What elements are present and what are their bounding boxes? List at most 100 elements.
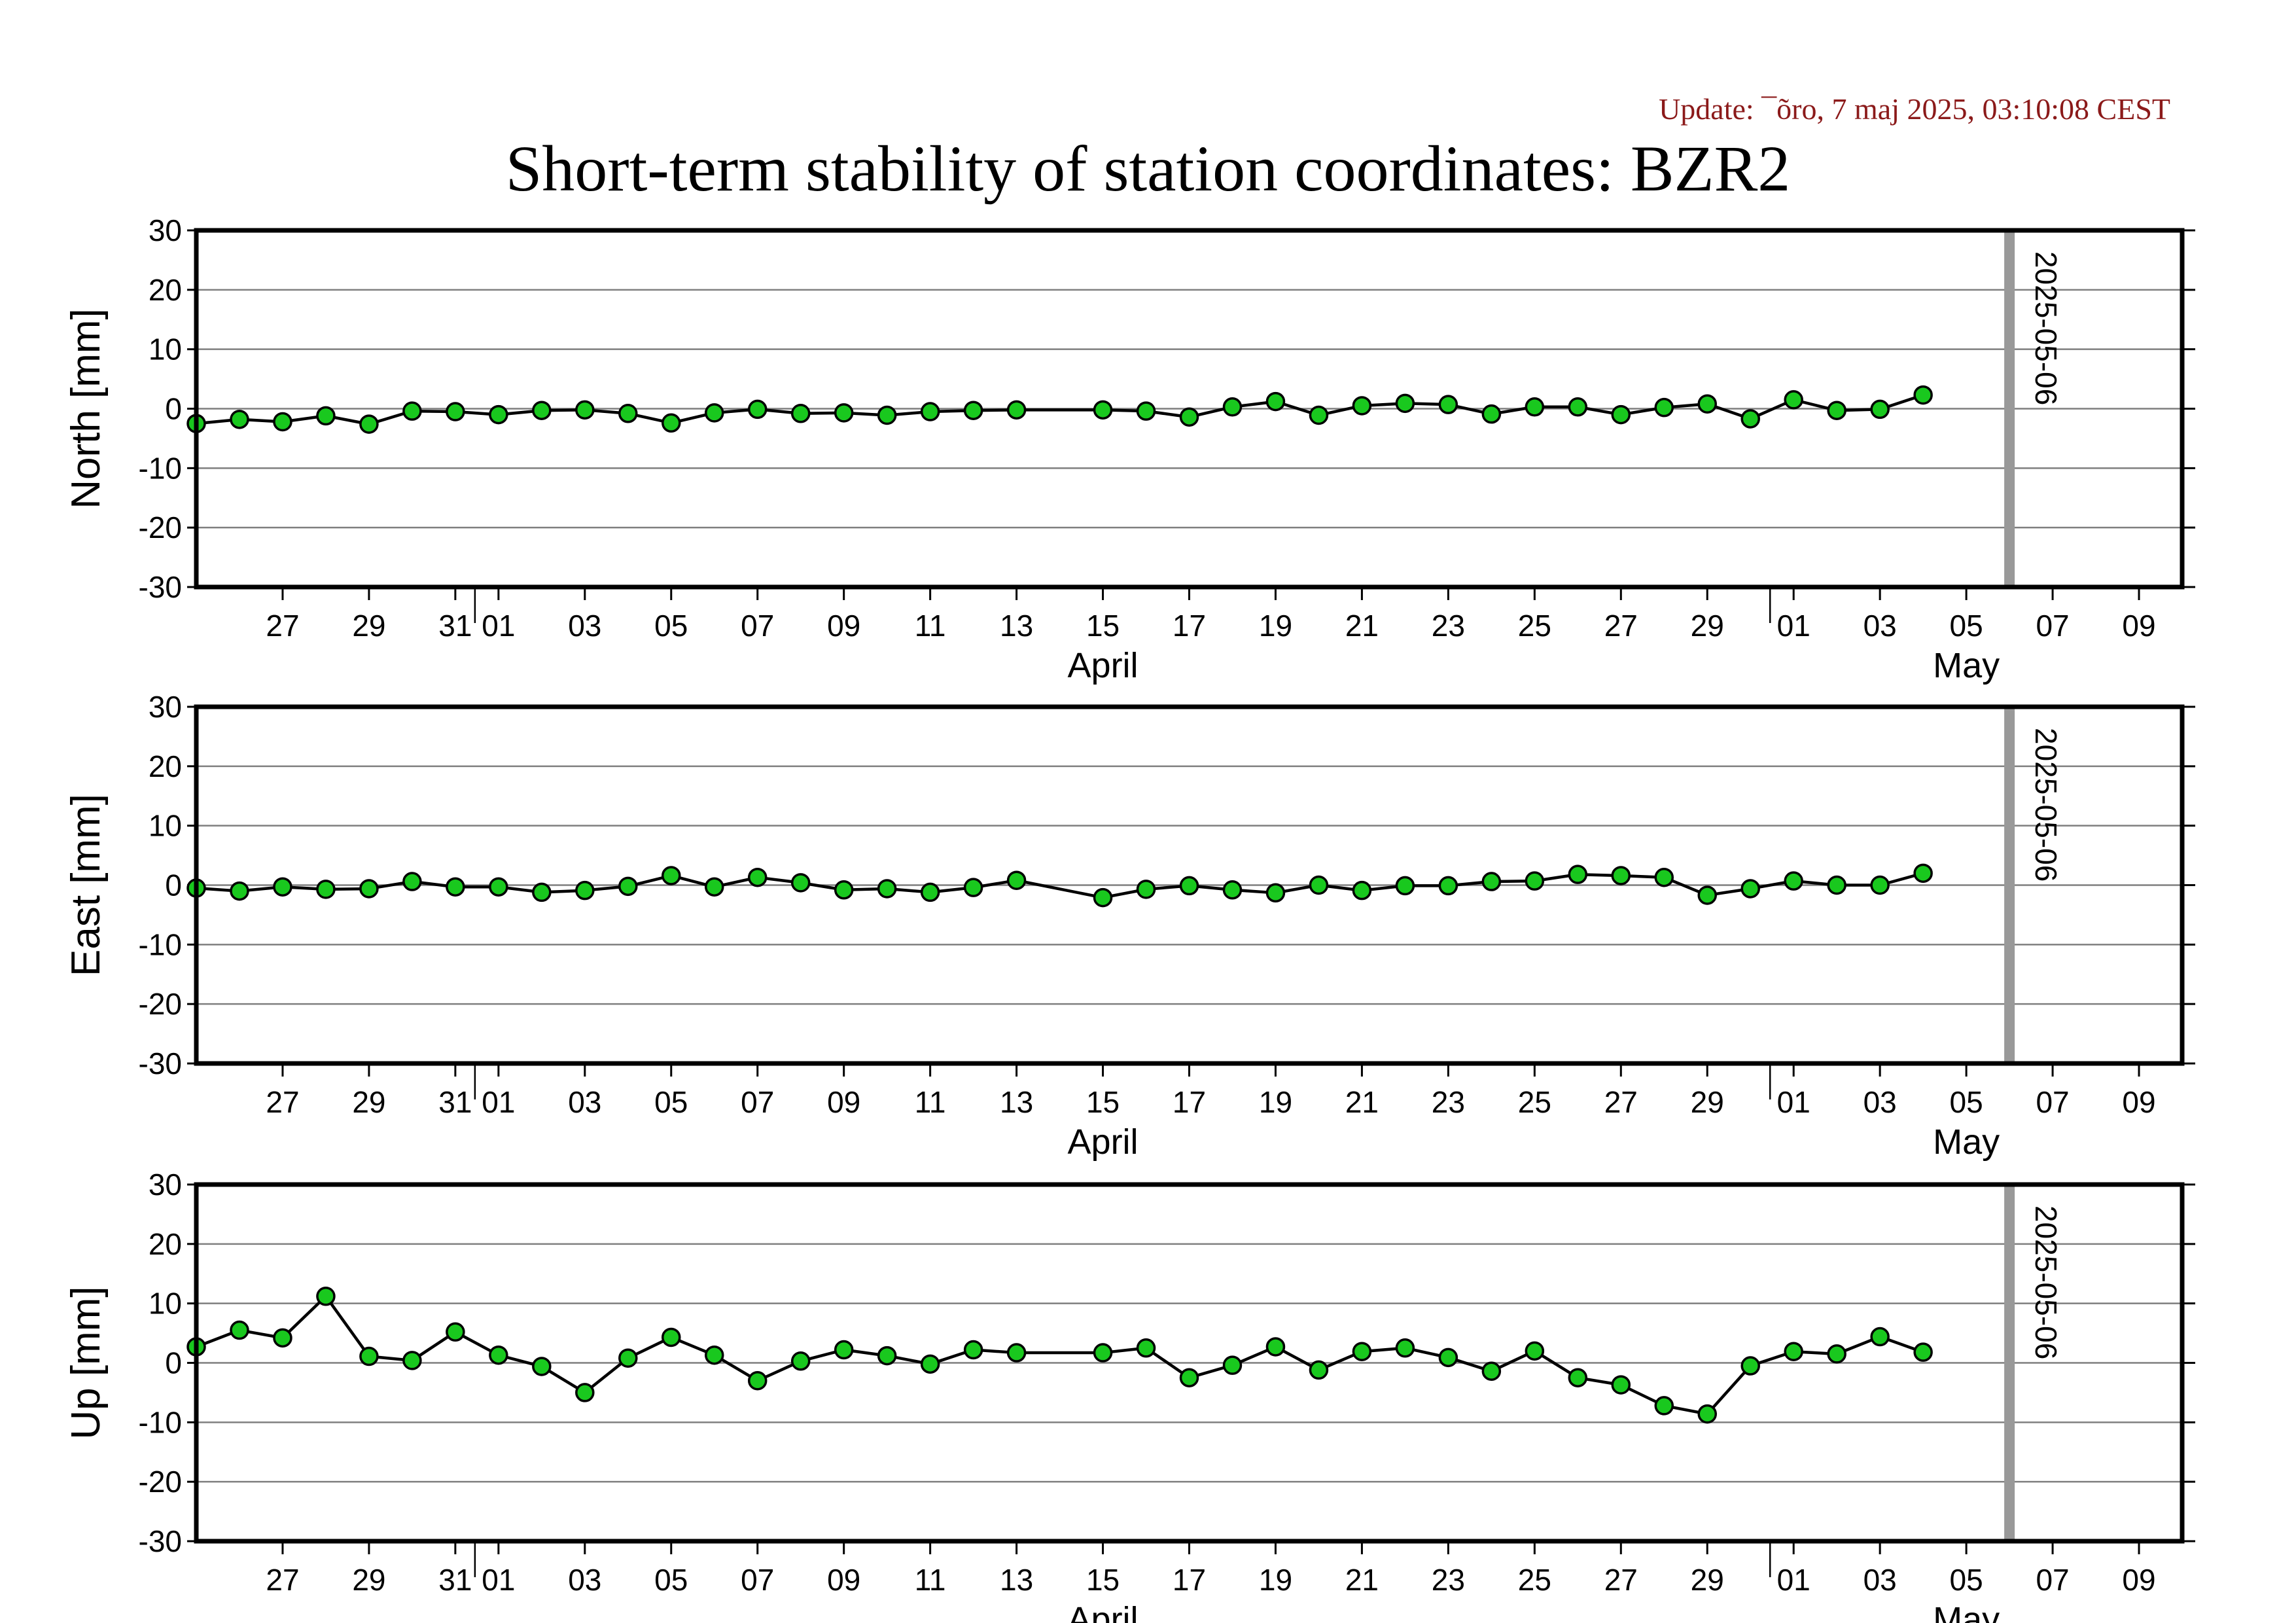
data-point <box>1827 875 1846 895</box>
y-tick-label: -10 <box>139 451 182 485</box>
x-tick-label: 31 <box>438 1563 472 1597</box>
data-point <box>1006 870 1027 890</box>
data-point <box>316 1287 336 1306</box>
data-point <box>1309 1360 1329 1380</box>
data-point <box>1265 391 1286 412</box>
data-point <box>1222 397 1243 417</box>
x-tick-label: 07 <box>741 1085 774 1119</box>
data-point <box>877 879 897 899</box>
data-point <box>747 399 768 419</box>
data-point <box>359 1346 379 1366</box>
data-point <box>402 1351 422 1370</box>
data-point <box>1525 397 1545 417</box>
data-point <box>704 877 724 897</box>
data-point <box>1222 1355 1243 1375</box>
data-point <box>704 1345 724 1365</box>
x-tick-label: 19 <box>1259 1085 1292 1119</box>
x-tick-label: 05 <box>1950 1563 1983 1597</box>
data-point <box>402 401 422 421</box>
x-tick-label: 27 <box>1604 609 1638 643</box>
data-point <box>489 1345 508 1365</box>
x-tick-label: 11 <box>915 609 946 643</box>
x-tick-label: 03 <box>1863 609 1897 643</box>
x-tick-label: 25 <box>1518 1563 1551 1597</box>
data-point <box>359 879 379 899</box>
data-point <box>1309 405 1329 425</box>
y-axis-label: East [mm] <box>63 794 109 976</box>
data-point <box>1913 1342 1933 1362</box>
data-point <box>1611 1375 1631 1395</box>
data-point <box>1352 1342 1372 1361</box>
data-point <box>662 1327 681 1347</box>
data-point <box>1352 396 1372 416</box>
data-point <box>1481 872 1502 891</box>
data-point <box>1740 879 1760 899</box>
data-point <box>920 402 940 421</box>
month-label: May <box>1933 646 2000 685</box>
data-point <box>1654 1396 1674 1416</box>
data-point <box>532 882 552 902</box>
x-tick-label: 01 <box>1777 609 1810 643</box>
data-point <box>316 880 336 899</box>
data-point <box>618 876 638 897</box>
data-point <box>1654 867 1674 887</box>
month-label: April <box>1068 1122 1139 1162</box>
marker-label: 2025-05-06 <box>2029 251 2063 405</box>
data-point <box>532 1357 552 1376</box>
data-point <box>1525 871 1545 891</box>
x-tick-label: 01 <box>1777 1085 1810 1119</box>
month-label: May <box>1933 1122 2000 1162</box>
data-point <box>575 880 595 901</box>
data-point <box>1870 875 1890 895</box>
data-point <box>1740 409 1760 429</box>
x-tick-label: 29 <box>1691 609 1724 643</box>
data-point <box>316 406 336 426</box>
data-point <box>1697 885 1717 905</box>
data-point <box>1265 883 1286 903</box>
data-point <box>575 400 595 420</box>
data-point <box>359 414 379 434</box>
x-tick-label: 09 <box>827 1563 860 1597</box>
x-tick-label: 11 <box>915 1563 946 1597</box>
x-tick-label: 05 <box>1950 1085 1983 1119</box>
data-point <box>790 404 811 423</box>
x-tick-label: 03 <box>568 1563 601 1597</box>
data-point <box>747 1371 768 1391</box>
data-point <box>1395 393 1415 414</box>
series-line <box>196 393 1924 426</box>
data-point <box>920 882 940 902</box>
x-tick-label: 17 <box>1173 609 1206 643</box>
y-tick-label: -30 <box>139 570 182 604</box>
x-tick-label: 27 <box>1604 1563 1638 1597</box>
data-point <box>877 1346 897 1366</box>
data-point <box>273 1328 292 1348</box>
x-tick-label: 15 <box>1086 1085 1120 1119</box>
y-tick-label: -30 <box>139 1046 182 1080</box>
data-point <box>1438 876 1458 896</box>
data-point <box>1568 397 1588 417</box>
y-tick-label: 10 <box>149 809 182 843</box>
x-tick-label: 07 <box>2036 609 2069 643</box>
data-point <box>747 867 768 887</box>
x-tick-label: 01 <box>482 1563 515 1597</box>
data-point <box>834 1340 854 1360</box>
data-point <box>446 1322 465 1342</box>
y-tick-label: 30 <box>149 213 182 247</box>
data-point <box>1697 394 1717 414</box>
data-point <box>1093 400 1113 420</box>
x-tick-label: 29 <box>352 609 385 643</box>
data-point <box>1568 1368 1588 1387</box>
data-point <box>1740 1356 1760 1376</box>
x-tick-label: 23 <box>1432 609 1465 643</box>
data-point <box>230 410 249 429</box>
x-tick-label: 29 <box>1691 1563 1724 1597</box>
data-point <box>1784 390 1803 410</box>
series-line <box>196 872 1924 899</box>
x-tick-label: 25 <box>1518 1085 1551 1119</box>
x-tick-label: 21 <box>1345 1085 1379 1119</box>
x-tick-label: 29 <box>352 1085 385 1119</box>
data-point <box>230 1320 249 1340</box>
data-point <box>618 1348 638 1368</box>
data-point <box>1481 404 1502 424</box>
